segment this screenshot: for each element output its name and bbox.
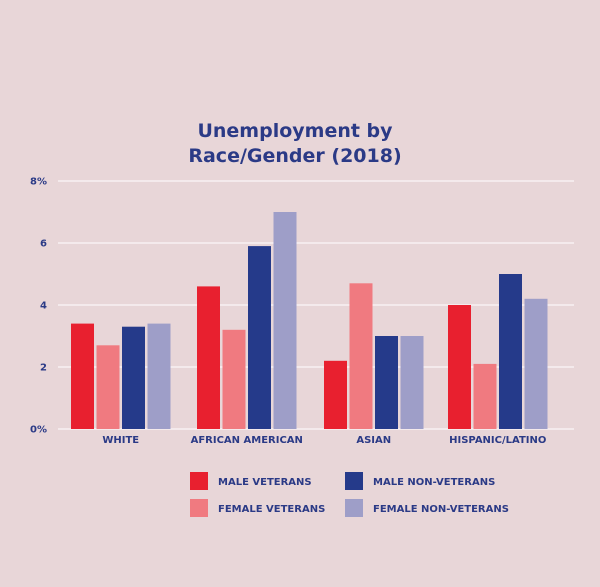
x-category-label: ASIAN bbox=[356, 435, 391, 446]
legend-label: MALE VETERANS bbox=[218, 477, 312, 488]
legend: MALE VETERANS FEMALE VETERANS MALE NON-VET… bbox=[190, 472, 509, 517]
legend-swatch bbox=[190, 472, 208, 490]
bar bbox=[222, 329, 246, 429]
legend-swatch bbox=[345, 472, 363, 490]
legend-swatch bbox=[345, 499, 363, 517]
bar bbox=[71, 323, 94, 429]
x-axis-labels: WHITE AFRICAN AMERICAN ASIAN HISPANIC/LATIN… bbox=[102, 435, 546, 446]
bar bbox=[400, 336, 424, 429]
bar bbox=[273, 212, 297, 429]
legend-label: FEMALE NON-VETERANS bbox=[373, 504, 509, 515]
x-category-label: HISPANIC/LATINO bbox=[449, 435, 546, 446]
bar bbox=[147, 323, 171, 429]
y-tick-label: 8% bbox=[30, 177, 47, 188]
y-tick-label: 6 bbox=[40, 239, 47, 250]
bar bbox=[96, 345, 120, 429]
x-category-label: AFRICAN AMERICAN bbox=[191, 435, 303, 446]
chart-title-line-2: Race/Gender (2018) bbox=[188, 145, 401, 167]
bar bbox=[499, 274, 522, 429]
bar bbox=[324, 360, 347, 429]
y-tick-label: 4 bbox=[40, 301, 47, 312]
bar bbox=[248, 246, 271, 429]
legend-swatch bbox=[190, 499, 208, 517]
bar bbox=[375, 336, 398, 429]
y-tick-label: 0% bbox=[30, 425, 47, 436]
bar bbox=[473, 363, 497, 429]
legend-label: FEMALE VETERANS bbox=[218, 504, 325, 515]
bar bbox=[197, 286, 220, 429]
bar bbox=[448, 305, 471, 429]
x-category-label: WHITE bbox=[102, 435, 139, 446]
bar bbox=[122, 326, 145, 429]
bar bbox=[349, 283, 373, 429]
bar bbox=[524, 298, 548, 429]
legend-label: MALE NON-VETERANS bbox=[373, 477, 495, 488]
y-tick-label: 2 bbox=[40, 363, 47, 374]
bars bbox=[71, 212, 548, 429]
chart-title-line-1: Unemployment by bbox=[197, 120, 393, 142]
y-axis-ticks: 0% 2 4 6 8% bbox=[30, 177, 47, 436]
